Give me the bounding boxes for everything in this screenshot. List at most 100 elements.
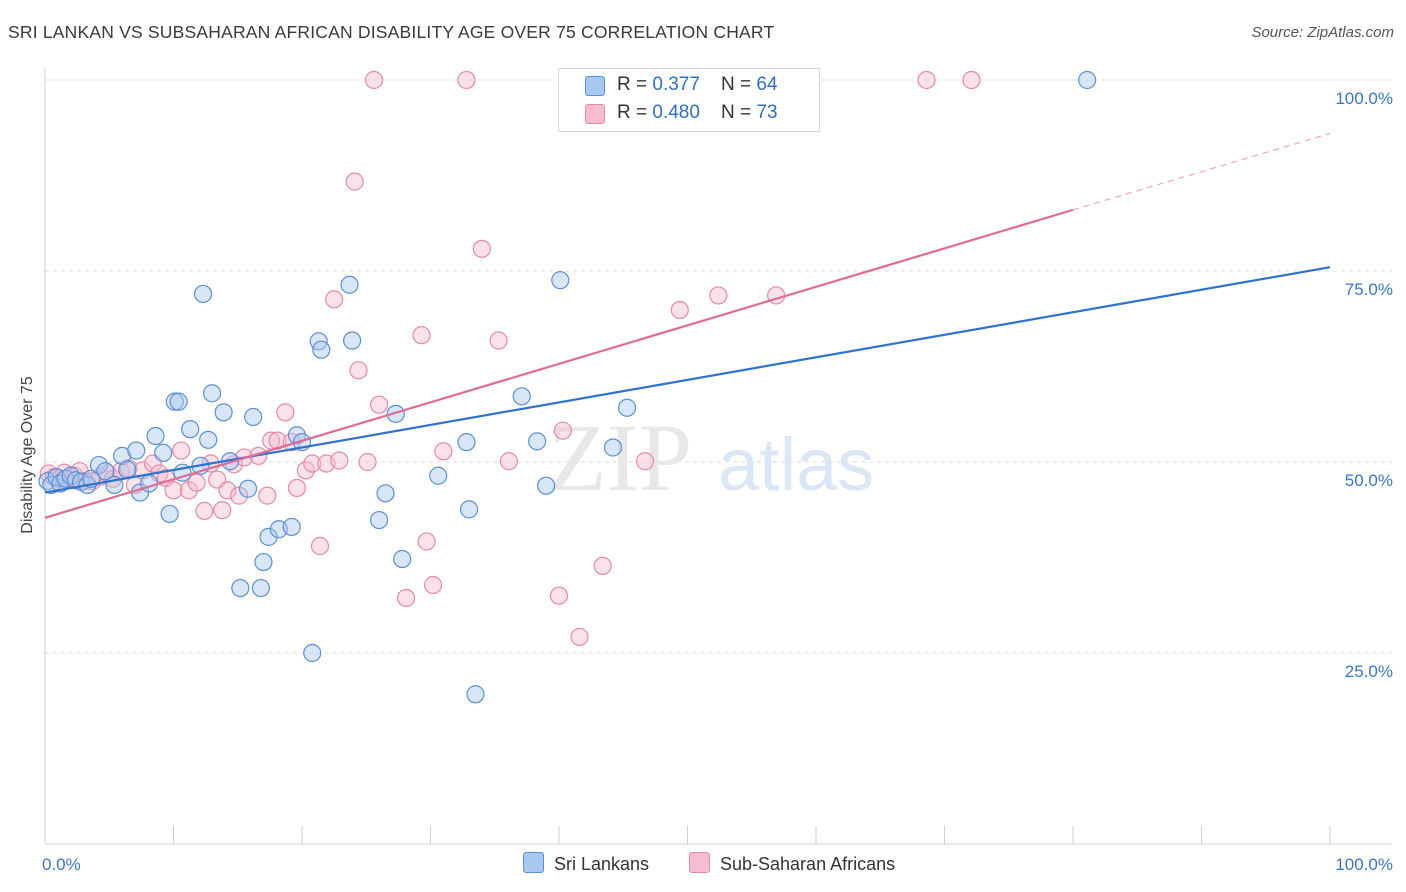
subsaharan-point <box>296 461 315 480</box>
sri-lankan-point <box>181 420 200 439</box>
y-tick-label: 75.0% <box>1345 280 1393 299</box>
sri-lankan-point <box>118 460 137 479</box>
bottom-swatch-subsaharan <box>689 852 710 873</box>
sri-lankan-point <box>340 275 359 294</box>
sri-lankan-point <box>193 284 213 304</box>
sri-lankan-point <box>303 643 322 663</box>
tick-labels: 25.0% 50.0% 75.0% 100.0% 0.0% 100.0% <box>42 89 1393 874</box>
legend-swatch-sri-lankans <box>585 76 605 96</box>
legend-r-value: 0.377 <box>652 74 700 95</box>
subsaharan-point <box>553 421 572 440</box>
trend-lines <box>44 132 1331 519</box>
stats-legend: R = 0.377 N = 64 R = 0.480 N = 73 <box>558 68 820 132</box>
legend-n-label: N = <box>721 102 757 123</box>
subsaharan-point <box>287 478 306 498</box>
sri-lankan-point <box>282 517 301 537</box>
sri-lankan-point <box>202 384 222 403</box>
chart-source: Source: ZipAtlas.com <box>1251 24 1394 41</box>
sri-lankan-point <box>393 549 412 569</box>
legend-n-value: 73 <box>756 102 778 123</box>
subsaharan-point <box>213 501 232 520</box>
subsaharan-point <box>417 532 436 551</box>
subsaharan-point <box>276 403 295 422</box>
sri-lankan-point <box>251 578 270 598</box>
subsaharan-point <box>434 442 453 461</box>
subsaharan-point <box>412 326 431 345</box>
bottom-swatch-sri-lankans <box>523 852 544 873</box>
subsaharan-point <box>172 441 191 460</box>
subsaharan-trend-line <box>44 208 1074 519</box>
subsaharan-point <box>472 239 491 258</box>
subsaharan-point <box>164 481 183 500</box>
sri-lankan-point <box>127 441 146 460</box>
subsaharan-point <box>457 70 476 90</box>
sri-lankan-point <box>618 398 637 417</box>
subsaharan-point <box>218 481 237 500</box>
subsaharan-point <box>423 575 443 595</box>
sri-lankan-point <box>112 446 132 465</box>
series-name-subsaharan: Sub-Saharan Africans <box>720 854 896 874</box>
sri-lankan-point <box>376 484 395 503</box>
x-tick-label: 100.0% <box>1335 855 1393 874</box>
subsaharan-point <box>229 486 249 505</box>
sri-lankan-point <box>165 392 184 411</box>
watermark-zip: ZIP <box>548 404 692 511</box>
sri-lankan-point <box>254 552 273 572</box>
subsaharan-point <box>635 452 655 471</box>
subsaharan-point <box>325 290 344 309</box>
sri-lankan-trend-line <box>44 266 1331 494</box>
watermark-atlas: atlas <box>718 423 874 506</box>
subsaharan-point <box>593 556 612 576</box>
subsaharan-point <box>345 172 364 191</box>
legend-r-label: R = <box>617 74 653 95</box>
legend-r-label: R = <box>617 102 653 123</box>
sri-lankan-point <box>96 462 115 481</box>
sri-lankan-point <box>457 433 476 452</box>
subsaharan-point <box>670 300 689 320</box>
gridlines <box>45 79 1392 654</box>
legend-swatch-subsaharan <box>585 104 605 124</box>
subsaharan-point <box>349 361 368 380</box>
sri-lankan-point <box>512 387 531 406</box>
sri-lankan-point <box>231 578 250 598</box>
axes <box>44 68 1392 845</box>
sri-lankan-point <box>343 331 362 350</box>
sri-lankan-point <box>214 403 233 422</box>
sri-lankan-point <box>603 438 623 457</box>
subsaharan-point <box>962 70 981 90</box>
bottom-legend-subsaharan: Sub-Saharan Africans <box>689 852 895 875</box>
sri-lankan-point <box>312 340 331 359</box>
subsaharan-trend-extension <box>1072 132 1331 211</box>
subsaharan-point <box>358 452 377 472</box>
series-name-sri-lankans: Sri Lankans <box>554 854 650 874</box>
sri-lankan-point <box>386 404 405 423</box>
sri-lankan-point <box>160 504 179 524</box>
x-tick-label: 0.0% <box>42 855 81 874</box>
subsaharan-point <box>549 586 569 605</box>
sri-lankan-point <box>169 392 188 411</box>
subsaharan-point <box>258 486 277 505</box>
legend-n-value: 64 <box>756 74 778 95</box>
sri-lankan-point <box>238 479 258 498</box>
sri-lankan-point <box>537 476 556 495</box>
sri-lankan-point <box>528 432 547 451</box>
subsaharan-point <box>330 451 349 470</box>
bottom-legend-sri-lankans: Sri Lankans <box>523 852 649 875</box>
sri-lankan-point <box>429 466 448 485</box>
legend-n-label: N = <box>721 74 757 95</box>
sri-lankan-point <box>466 685 485 704</box>
subsaharan-point <box>499 452 518 471</box>
legend-r-value: 0.480 <box>652 102 700 123</box>
watermark: ZIP atlas <box>548 404 874 511</box>
y-axis-label: Disability Age Over 75 <box>19 376 36 534</box>
y-tick-label: 25.0% <box>1345 662 1393 681</box>
sri-lankan-point <box>244 407 263 427</box>
subsaharan-point <box>370 395 389 414</box>
y-tick-label: 100.0% <box>1335 89 1393 108</box>
subsaharan-point <box>570 627 589 647</box>
sri-lankan-point <box>259 527 278 546</box>
sri-lankan-point <box>1078 70 1097 90</box>
sri-lankan-points <box>38 70 1097 704</box>
chart-title: SRI LANKAN VS SUBSAHARAN AFRICAN DISABIL… <box>8 22 775 42</box>
